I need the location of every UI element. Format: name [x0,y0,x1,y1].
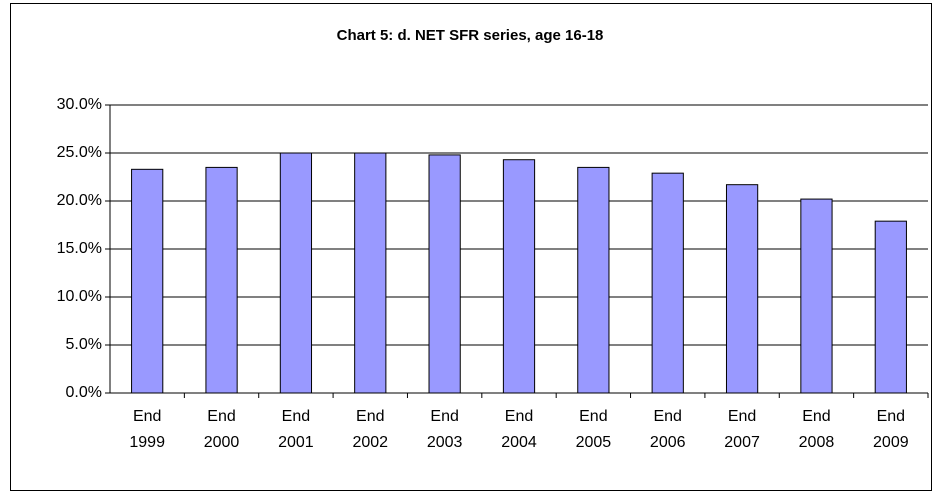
bar [725,184,759,394]
x-tick-label: End 2007 [724,408,760,451]
bar [502,159,536,394]
y-tick-label: 5.0% [66,336,102,353]
bar [874,220,907,394]
x-tick-label: End 2004 [501,408,537,451]
y-tick-label: 10.0% [57,288,102,305]
chart-frame [10,3,932,491]
x-tick-label: End 2002 [352,408,388,451]
x-tick-label: End 2009 [873,408,909,451]
x-tick-label: End 2008 [799,408,835,451]
bar [279,152,313,394]
y-tick-label: 15.0% [57,240,102,257]
y-tick-label: 0.0% [66,384,102,401]
chart-title: Chart 5: d. NET SFR series, age 16-18 [337,27,604,44]
y-tick-label: 25.0% [57,144,102,161]
y-tick-label: 20.0% [57,192,102,209]
bar [577,166,610,394]
x-tick-label: End 1999 [129,408,165,451]
y-tick-label: 30.0% [57,96,102,113]
x-tick-label: End 2000 [204,408,240,451]
bar [428,154,461,394]
x-tick-label: End 2003 [427,408,463,451]
bar [800,198,833,394]
bar [205,166,238,394]
bar [354,152,387,394]
x-tick-label: End 2001 [278,408,314,451]
bar [651,172,684,394]
x-tick-label: End 2006 [650,408,686,451]
bar [131,168,164,394]
x-tick-label: End 2005 [576,408,612,451]
